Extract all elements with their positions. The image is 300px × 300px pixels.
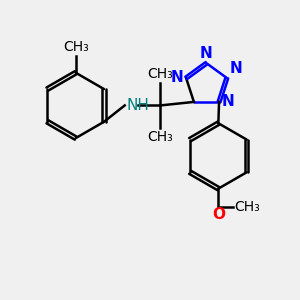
Text: CH₃: CH₃ xyxy=(235,200,260,214)
Text: N: N xyxy=(229,61,242,76)
Text: N: N xyxy=(221,94,234,110)
Text: CH₃: CH₃ xyxy=(148,130,173,144)
Text: CH₃: CH₃ xyxy=(63,40,88,54)
Text: NH: NH xyxy=(126,98,149,113)
Text: N: N xyxy=(171,70,184,86)
Text: N: N xyxy=(200,46,212,61)
Text: CH₃: CH₃ xyxy=(148,67,173,81)
Text: O: O xyxy=(212,207,225,222)
